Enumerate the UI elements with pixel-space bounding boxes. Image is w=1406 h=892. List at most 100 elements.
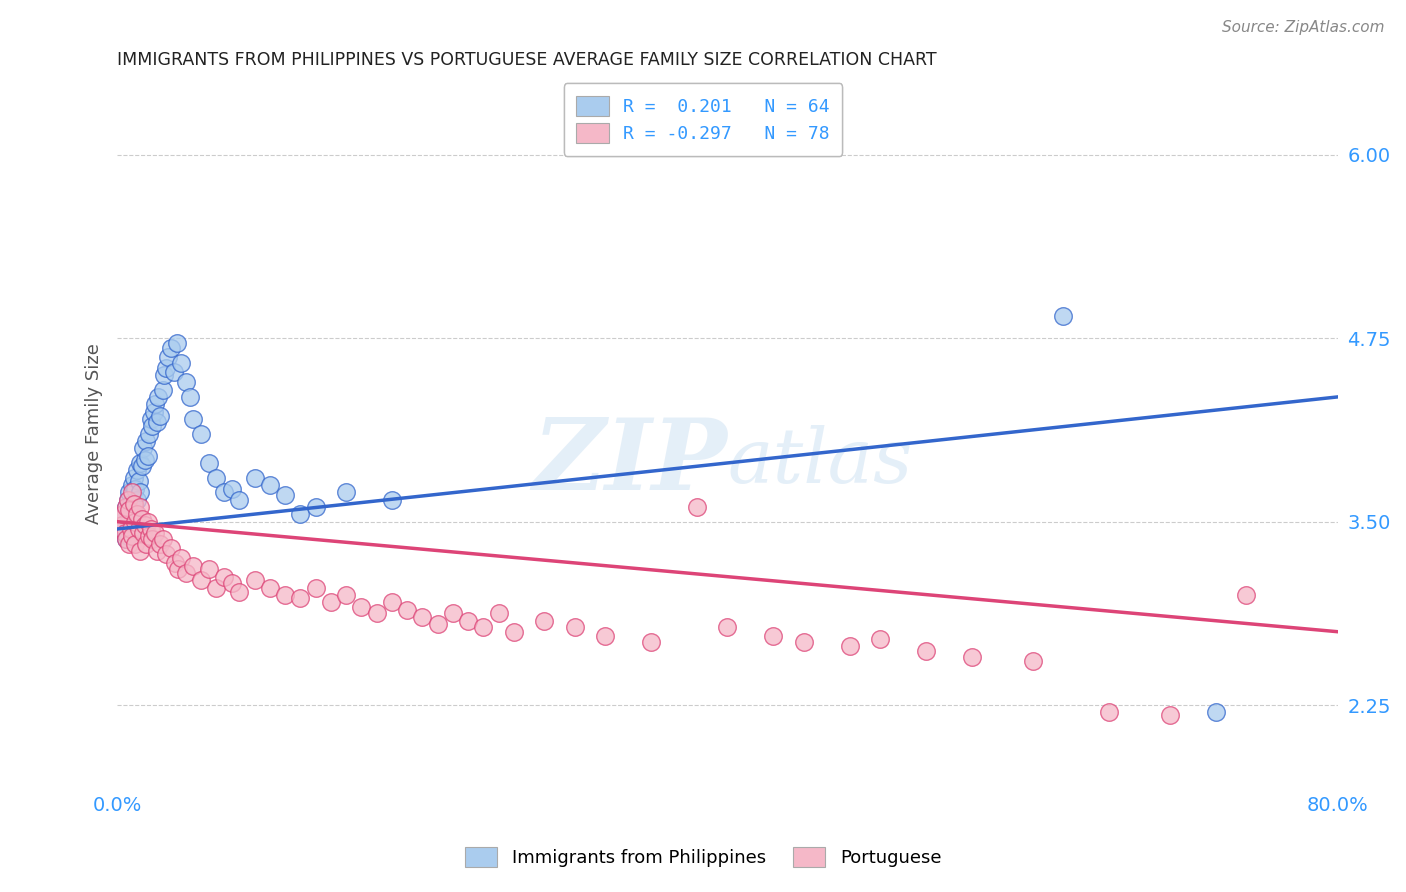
Point [396, 603, 419, 617]
Point [121, 478, 143, 492]
Point [304, 500, 326, 514]
Point [141, 533, 163, 547]
Point [148, 390, 170, 404]
Text: atlas: atlas [727, 425, 912, 499]
Point [640, 635, 662, 649]
Point [143, 526, 166, 541]
Point [350, 599, 373, 614]
Point [132, 442, 155, 456]
Point [129, 500, 152, 514]
Point [114, 508, 136, 522]
Point [159, 342, 181, 356]
Point [121, 526, 143, 541]
Point [129, 456, 152, 470]
Point [112, 517, 135, 532]
Point [121, 485, 143, 500]
Point [153, 368, 176, 382]
Point [472, 620, 495, 634]
Point [1098, 706, 1121, 720]
Point [118, 536, 141, 550]
Point [304, 581, 326, 595]
Point [167, 561, 190, 575]
Point [149, 409, 172, 423]
Point [290, 591, 312, 605]
Point [212, 485, 235, 500]
Point [117, 492, 139, 507]
Point [117, 529, 139, 543]
Point [146, 544, 169, 558]
Point [441, 606, 464, 620]
Point [112, 508, 135, 522]
Point [366, 606, 388, 620]
Point [152, 533, 174, 547]
Point [135, 434, 157, 448]
Point [114, 526, 136, 541]
Point [1205, 706, 1227, 720]
Point [143, 397, 166, 411]
Point [533, 615, 555, 629]
Point [259, 581, 281, 595]
Point [134, 453, 156, 467]
Point [135, 536, 157, 550]
Point [125, 492, 148, 507]
Point [149, 536, 172, 550]
Point [138, 529, 160, 543]
Point [128, 474, 150, 488]
Legend: Immigrants from Philippines, Portuguese: Immigrants from Philippines, Portuguese [457, 839, 949, 874]
Point [141, 419, 163, 434]
Point [132, 526, 155, 541]
Point [120, 522, 142, 536]
Point [128, 522, 150, 536]
Point [205, 581, 228, 595]
Point [960, 649, 983, 664]
Point [228, 492, 250, 507]
Point [170, 356, 193, 370]
Point [564, 620, 586, 634]
Point [115, 500, 138, 514]
Point [122, 497, 145, 511]
Point [138, 426, 160, 441]
Point [190, 426, 212, 441]
Point [183, 558, 205, 573]
Point [212, 570, 235, 584]
Point [1159, 708, 1181, 723]
Point [125, 463, 148, 477]
Point [411, 610, 433, 624]
Point [274, 588, 297, 602]
Point [131, 458, 153, 473]
Point [274, 488, 297, 502]
Point [381, 595, 404, 609]
Point [159, 541, 181, 555]
Point [129, 485, 152, 500]
Point [221, 483, 243, 497]
Point [838, 640, 860, 654]
Point [121, 508, 143, 522]
Point [118, 503, 141, 517]
Point [716, 620, 738, 634]
Point [243, 470, 266, 484]
Point [115, 533, 138, 547]
Point [1052, 309, 1074, 323]
Point [124, 536, 146, 550]
Point [319, 595, 342, 609]
Point [197, 456, 219, 470]
Point [122, 500, 145, 514]
Point [197, 561, 219, 575]
Point [183, 412, 205, 426]
Point [170, 551, 193, 566]
Point [125, 508, 148, 522]
Point [869, 632, 891, 646]
Point [139, 522, 162, 536]
Point [163, 365, 186, 379]
Point [134, 517, 156, 532]
Point [381, 492, 404, 507]
Point [120, 497, 142, 511]
Point [426, 617, 449, 632]
Point [793, 635, 815, 649]
Point [120, 522, 142, 536]
Point [122, 470, 145, 484]
Point [156, 351, 179, 365]
Point [111, 517, 134, 532]
Point [118, 485, 141, 500]
Point [205, 470, 228, 484]
